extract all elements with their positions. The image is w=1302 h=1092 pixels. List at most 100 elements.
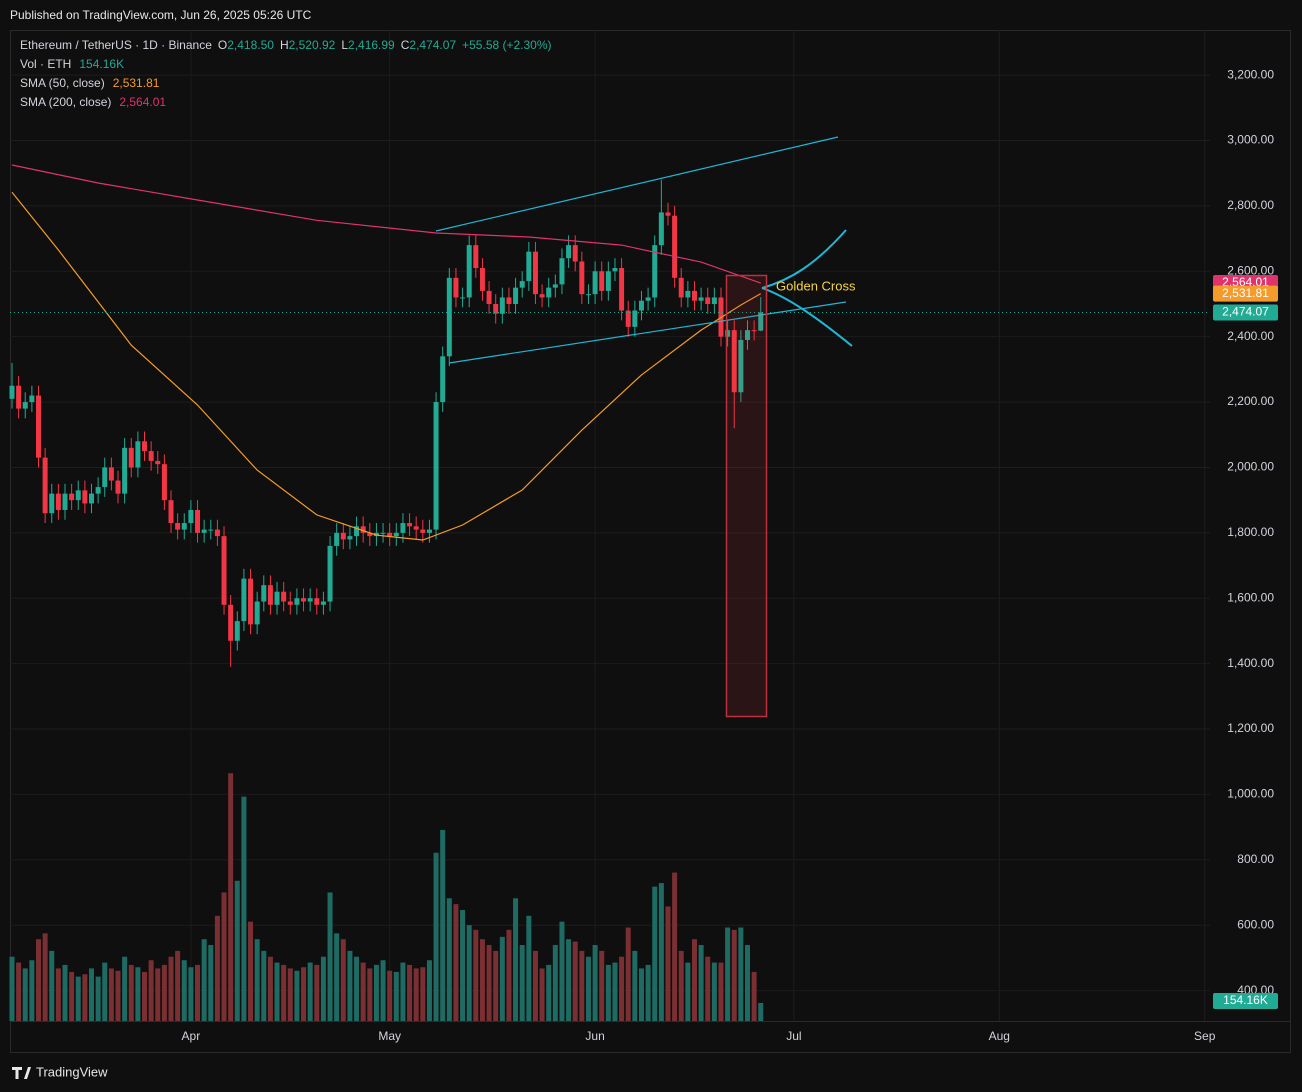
candle-body: [413, 526, 419, 530]
candle-body: [267, 585, 273, 605]
volume-bar: [645, 964, 651, 1021]
candle-body: [546, 287, 552, 298]
footer: TradingView: [12, 1064, 108, 1079]
candle-body: [426, 529, 432, 533]
legend-volume-line: Vol · ETH 154.16K: [20, 57, 124, 71]
candle-body: [652, 245, 658, 298]
volume-bar: [466, 925, 472, 1021]
legend-item: C: [401, 38, 410, 52]
volume-tag-bg: [1213, 992, 1278, 1009]
trend-line: [448, 301, 847, 364]
candle-body: [585, 294, 591, 296]
volume-bar: [446, 898, 452, 1021]
candle-body: [287, 601, 293, 605]
volume-bar: [16, 962, 22, 1021]
volume-bar: [698, 945, 704, 1021]
volume-bar: [234, 880, 240, 1021]
volume-bar: [281, 964, 287, 1021]
volume-bar: [519, 945, 525, 1021]
volume-bar: [473, 929, 479, 1021]
legend-item: SMA (50, close): [20, 76, 105, 90]
volume-bar: [539, 968, 545, 1021]
candle-body: [539, 294, 545, 298]
candle-body: [665, 212, 671, 216]
candle-body: [638, 300, 644, 311]
volume-bar: [168, 956, 174, 1021]
volume-bar: [360, 962, 366, 1021]
volume-bar: [493, 950, 499, 1021]
candle-body: [89, 493, 95, 504]
volume-bar: [499, 936, 505, 1021]
volume-bar: [95, 976, 101, 1021]
volume-bar: [35, 939, 41, 1021]
volume-bar: [314, 964, 320, 1021]
candle-body: [155, 460, 161, 465]
sma-line: [11, 164, 761, 284]
volume-bar: [195, 964, 201, 1021]
volume-bar: [128, 964, 134, 1021]
x-tick-label: Jun: [585, 1029, 604, 1043]
volume-bar: [612, 962, 618, 1021]
candle-body: [632, 310, 638, 327]
candle-body: [327, 545, 333, 602]
price-tag: 2,474.07: [1222, 305, 1269, 319]
candle-body: [254, 601, 260, 625]
legend-item: Ethereum / TetherUS · 1D · Binance: [20, 38, 212, 52]
candle-body: [55, 493, 61, 510]
volume-bar: [175, 950, 181, 1021]
volume-bar: [566, 939, 572, 1021]
candle-body: [698, 297, 704, 301]
candle-body: [148, 451, 154, 461]
volume-layer: [9, 773, 764, 1021]
sma-price-tag: 2,531.81: [1222, 286, 1269, 300]
annotation: Golden Cross: [776, 278, 856, 293]
candle-layer: [9, 179, 764, 667]
candle-body: [75, 490, 81, 501]
legend-item: L: [341, 38, 348, 52]
axes: 400.00600.00800.001,000.001,200.001,400.…: [182, 67, 1278, 1043]
y-tick-label: 1,400.00: [1227, 656, 1274, 670]
candle-body: [612, 268, 618, 272]
volume-bar: [479, 939, 485, 1021]
volume-bar: [320, 956, 326, 1021]
volume-bar: [632, 950, 638, 1021]
candle-body: [625, 310, 631, 327]
volume-bar: [115, 970, 121, 1021]
volume-bar: [426, 960, 432, 1021]
candle-body: [552, 284, 558, 288]
volume-bar: [625, 927, 631, 1021]
drawings: Golden Cross: [435, 136, 856, 718]
candle-body: [195, 509, 201, 533]
y-tick-label: 3,000.00: [1227, 133, 1274, 147]
volume-bar: [347, 950, 353, 1021]
volume-bar: [254, 939, 260, 1021]
volume-bar: [638, 968, 644, 1021]
candle-body: [479, 268, 485, 291]
candle-body: [9, 385, 15, 399]
candle-body: [320, 601, 326, 605]
volume-bar: [705, 956, 711, 1021]
y-tick-label: 3,200.00: [1227, 67, 1274, 81]
legend-item: 154.16K: [79, 57, 124, 71]
candle-body: [354, 526, 360, 537]
volume-bar: [208, 945, 214, 1021]
volume-bar: [188, 967, 194, 1021]
candle-body: [473, 245, 479, 269]
candle-body: [519, 281, 525, 288]
volume-bar: [334, 933, 340, 1021]
candle-body: [619, 268, 625, 311]
legend-item: 2,474.07: [409, 38, 456, 52]
y-tick-label: 1,000.00: [1227, 787, 1274, 801]
volume-bar: [751, 971, 757, 1021]
volume-bar: [294, 970, 300, 1021]
volume-bar: [592, 945, 598, 1021]
volume-bar: [731, 929, 737, 1021]
y-tick-label: 1,200.00: [1227, 721, 1274, 735]
candle-body: [493, 303, 499, 314]
volume-bar: [460, 909, 466, 1021]
candle-body: [420, 529, 426, 533]
volume-bar: [102, 962, 108, 1021]
legend-item: +55.58 (+2.30%): [462, 38, 551, 52]
candle-body: [115, 480, 121, 494]
candle-body: [725, 330, 731, 337]
